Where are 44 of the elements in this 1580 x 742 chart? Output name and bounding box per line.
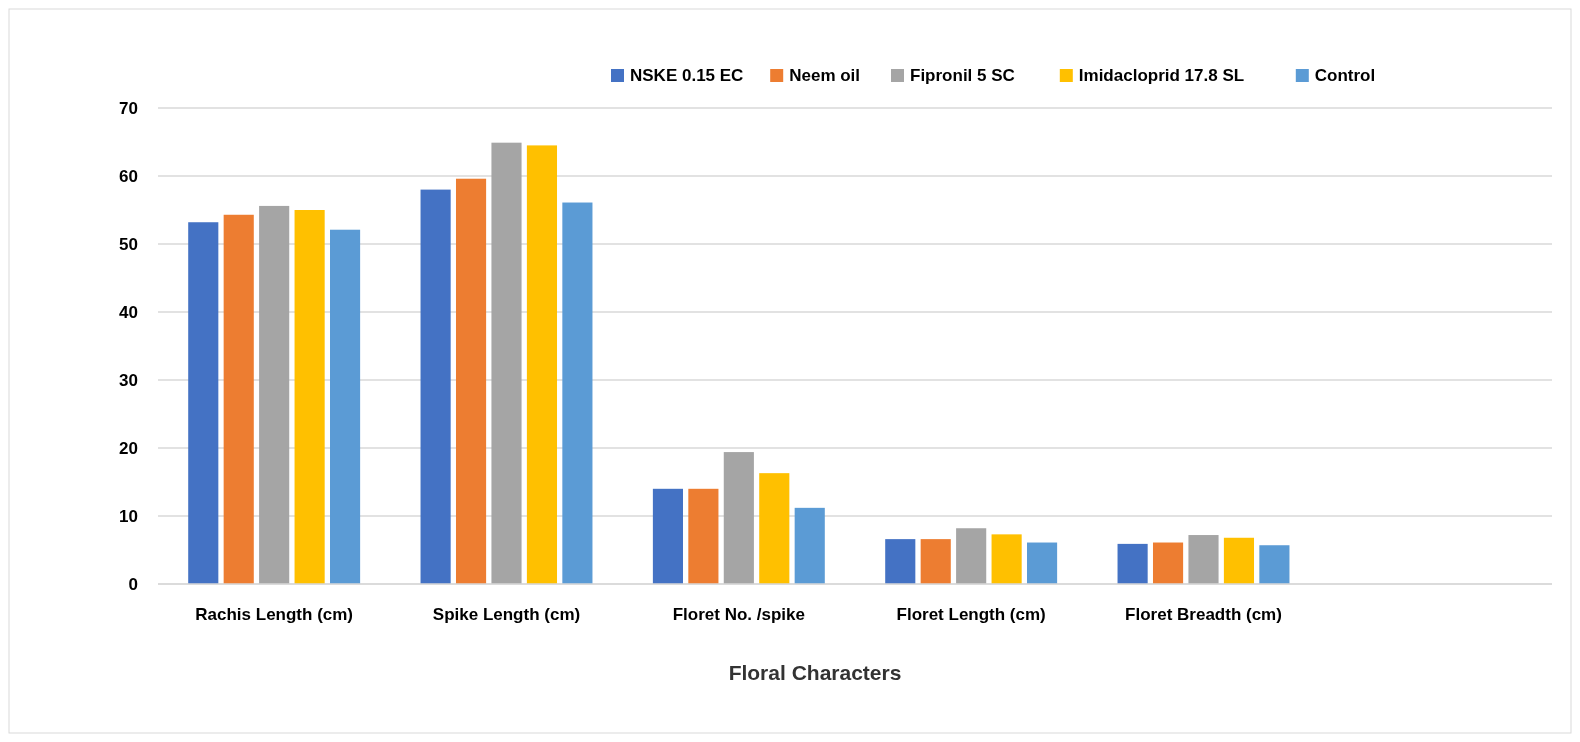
legend-label: NSKE 0.15 EC (630, 66, 744, 85)
bar (526, 145, 558, 584)
bar (1117, 543, 1148, 584)
bar (794, 507, 825, 584)
x-tick-label: Floret Breadth (cm) (1125, 605, 1282, 624)
y-tick-label: 40 (119, 302, 138, 322)
bar (759, 473, 790, 584)
y-tick-label: 20 (119, 438, 138, 458)
legend-label: Neem oil (789, 66, 861, 85)
bar (723, 452, 754, 584)
y-tick-label: 70 (119, 98, 138, 118)
y-tick-label: 10 (119, 506, 138, 526)
bar (1188, 535, 1219, 584)
bar (956, 528, 987, 584)
legend-label: Fipronil 5 SC (910, 66, 1015, 85)
legend-label: Imidacloprid 17.8 SL (1078, 66, 1245, 85)
x-tick-label: Rachis Length (cm) (195, 605, 354, 624)
x-tick-label: Floret Length (cm) (896, 605, 1046, 624)
bar (688, 488, 719, 584)
bar (991, 534, 1022, 584)
bar (188, 222, 219, 584)
bar (562, 202, 593, 584)
bar (1223, 537, 1255, 584)
legend-label: Control (1314, 66, 1376, 85)
y-tick-label: 50 (119, 234, 138, 254)
bar (1152, 542, 1184, 584)
bar (420, 189, 451, 584)
bar (491, 142, 522, 584)
bar (455, 178, 487, 584)
bar (223, 214, 254, 584)
y-tick-label: 30 (119, 370, 138, 390)
bar (920, 539, 951, 584)
x-tick-label: Spike Length (cm) (432, 605, 581, 624)
bar (1027, 542, 1058, 584)
x-tick-label: Floret No. /spike (672, 605, 805, 624)
y-tick-label: 60 (119, 166, 138, 186)
x-axis-title: Floral Characters (728, 661, 902, 684)
bar (1259, 545, 1290, 584)
bar (330, 229, 361, 584)
bar (885, 539, 916, 584)
bar (294, 210, 325, 584)
bar (259, 205, 290, 584)
y-tick-label: 0 (128, 574, 138, 594)
bar (652, 488, 683, 584)
